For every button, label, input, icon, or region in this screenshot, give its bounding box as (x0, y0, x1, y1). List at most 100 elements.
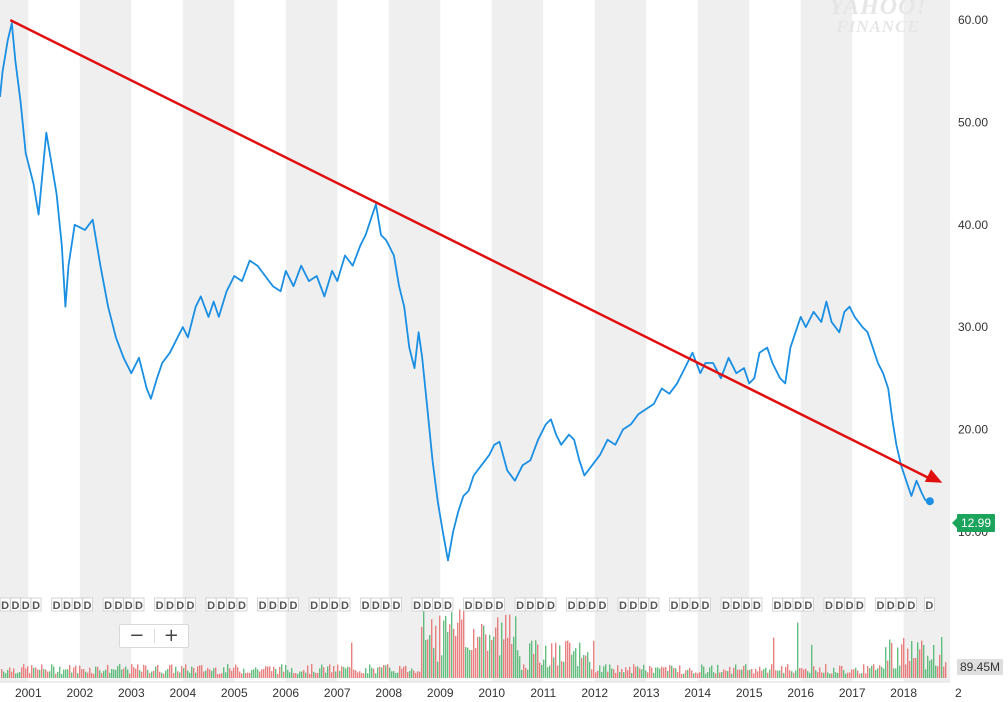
volume-bar (351, 642, 353, 678)
volume-bar (141, 671, 143, 678)
volume-bar (207, 667, 209, 678)
volume-bar (669, 665, 671, 678)
volume-bar (941, 637, 943, 678)
volume-bar (623, 672, 625, 678)
volume-bar (45, 669, 47, 678)
volume-bar (427, 639, 429, 678)
volume-bar (689, 667, 691, 678)
volume-bar (607, 671, 609, 678)
volume-bar (115, 669, 117, 678)
dividend-marker: D (217, 600, 225, 612)
volume-bar (29, 673, 31, 678)
volume-bar (659, 668, 661, 678)
dividend-marker-box (185, 597, 196, 612)
volume-bar (5, 673, 7, 678)
volume-bar (533, 653, 535, 678)
year-band (79, 0, 132, 682)
x-tick-label: 2002 (66, 686, 93, 700)
volume-bar (279, 666, 281, 678)
volume-bar (661, 666, 663, 678)
volume-bar (671, 665, 673, 678)
volume-bar (495, 627, 497, 678)
volume-bar (309, 673, 311, 678)
volume-bar (437, 661, 439, 678)
volume-bar (891, 642, 893, 678)
volume-bar (771, 664, 773, 678)
volume-bar (857, 670, 859, 678)
zoom-out-button[interactable]: − (129, 625, 145, 646)
volume-bar (619, 671, 621, 678)
dividend-marker: D (925, 600, 933, 612)
volume-bar (185, 664, 187, 678)
x-tick-label: 2011 (530, 686, 556, 700)
volume-bar (915, 657, 917, 678)
volume-bar (737, 669, 739, 678)
volume-bar (529, 643, 531, 678)
volume-bar (503, 639, 505, 678)
volume-bar (109, 672, 111, 678)
volume-bar (451, 612, 453, 678)
watermark-yahoo: YAHOO! (829, 0, 927, 20)
dividend-marker: D (382, 600, 390, 612)
volume-bar (897, 647, 899, 678)
volume-bar (779, 670, 781, 678)
price-series (0, 22, 934, 562)
volume-bar (35, 667, 37, 678)
dividend-marker: D (238, 600, 246, 612)
dividend-marker: D (732, 600, 740, 612)
volume-bar (165, 670, 167, 678)
volume-bar (139, 670, 141, 678)
dividend-marker: D (753, 600, 761, 612)
volume-bar (341, 666, 343, 678)
volume-bar (269, 666, 271, 678)
dividend-marker: D (53, 600, 61, 612)
dividend-marker: D (279, 600, 287, 612)
volume-bar (927, 655, 929, 678)
volume-bar (51, 664, 53, 678)
dividend-marker: D (825, 600, 833, 612)
volume-bar (845, 673, 847, 678)
volume-bar (535, 640, 537, 678)
volume-bar (511, 643, 513, 678)
x-tick-label: 2012 (581, 686, 608, 700)
volume-bar (523, 664, 525, 678)
volume-bar (425, 639, 427, 678)
volume-bar (199, 665, 201, 678)
dividend-marker: D (1, 600, 9, 612)
volume-bar (153, 670, 155, 678)
volume-bar (69, 665, 71, 678)
volume-bar (189, 672, 191, 678)
volume-bar (201, 665, 203, 678)
volume-bar (501, 622, 503, 678)
volume-bar (219, 673, 221, 678)
volume-bar (701, 664, 703, 678)
volume-bar (783, 672, 785, 678)
volume-bar (863, 664, 865, 678)
volume-bar (655, 667, 657, 678)
volume-bar (389, 667, 391, 678)
volume-bar (297, 673, 299, 678)
volume-bar (63, 669, 65, 678)
volume-bar (55, 673, 57, 678)
volume-bar (295, 673, 297, 678)
volume-bar (651, 667, 653, 678)
volume-bar (439, 615, 441, 678)
volume-bar (765, 667, 767, 678)
volume-bar (725, 670, 727, 678)
volume-bar (319, 668, 321, 678)
volume-bar (265, 666, 267, 678)
volume-bar (305, 672, 307, 678)
zoom-in-button[interactable]: + (163, 625, 179, 646)
volume-bar (383, 664, 385, 678)
volume-bar (423, 609, 425, 678)
volume-bar (205, 670, 207, 678)
x-tick-label: 2014 (684, 686, 711, 700)
volume-bar (473, 628, 475, 678)
x-tick-label: 2005 (221, 686, 248, 700)
volume-bar (775, 670, 777, 678)
dividend-marker: D (393, 600, 401, 612)
dividend-marker: D (259, 600, 267, 612)
volume-bar (687, 669, 689, 678)
volume-bar (463, 610, 465, 678)
